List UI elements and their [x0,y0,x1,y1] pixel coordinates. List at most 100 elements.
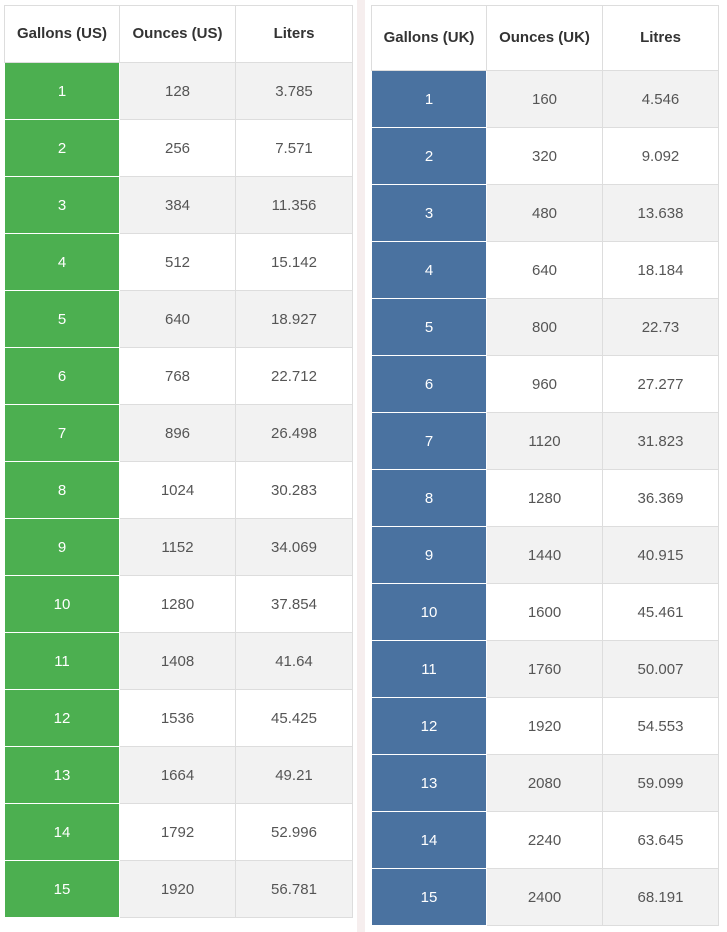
uk-gallons-cell: 8 [371,469,487,527]
table-row: 6 960 27.277 [371,355,719,413]
uk-liters-cell: 54.553 [602,697,719,755]
uk-table-body: 1 160 4.546 2 320 9.092 3 480 13.638 4 640 18.184 5 8… [371,70,719,926]
us-liters-cell: 22.712 [235,347,353,405]
uk-liters-cell: 45.461 [602,583,719,641]
us-gallons-cell: 13 [4,746,120,804]
uk-liters-cell: 59.099 [602,754,719,812]
us-gallons-cell: 11 [4,632,120,690]
table-row: 8 1024 30.283 [4,461,353,519]
uk-ounces-cell: 320 [486,127,603,185]
table-row: 3 480 13.638 [371,184,719,242]
uk-gallons-cell: 5 [371,298,487,356]
us-gallons-cell: 9 [4,518,120,576]
uk-ounces-cell: 2240 [486,811,603,869]
uk-gallons-cell: 7 [371,412,487,470]
table-row: 5 640 18.927 [4,290,353,348]
uk-gallons-cell: 3 [371,184,487,242]
us-gallons-cell: 15 [4,860,120,918]
us-gallons-cell: 5 [4,290,120,348]
table-row: 15 2400 68.191 [371,868,719,926]
uk-gallons-cell: 12 [371,697,487,755]
us-ounces-cell: 256 [119,119,236,177]
us-gallons-cell: 3 [4,176,120,234]
uk-liters-cell: 31.823 [602,412,719,470]
us-gallons-cell: 8 [4,461,120,519]
us-gallons-cell: 1 [4,62,120,120]
us-liters-cell: 34.069 [235,518,353,576]
uk-gallons-cell: 6 [371,355,487,413]
uk-ounces-cell: 640 [486,241,603,299]
table-row: 4 512 15.142 [4,233,353,291]
table-row: 1 128 3.785 [4,62,353,120]
us-liters-cell: 56.781 [235,860,353,918]
uk-header-ounces: Ounces (UK) [486,5,603,71]
us-ounces-cell: 1664 [119,746,236,804]
us-liters-cell: 52.996 [235,803,353,861]
table-row: 7 896 26.498 [4,404,353,462]
uk-liters-cell: 40.915 [602,526,719,584]
us-liters-cell: 3.785 [235,62,353,120]
table-row: 3 384 11.356 [4,176,353,234]
us-ounces-cell: 768 [119,347,236,405]
table-row: 6 768 22.712 [4,347,353,405]
uk-header-gallons: Gallons (UK) [371,5,487,71]
uk-gallons-cell: 1 [371,70,487,128]
uk-ounces-cell: 1920 [486,697,603,755]
uk-liters-cell: 18.184 [602,241,719,299]
us-gallons-cell: 10 [4,575,120,633]
us-ounces-cell: 384 [119,176,236,234]
uk-ounces-cell: 960 [486,355,603,413]
us-ounces-cell: 1280 [119,575,236,633]
table-row: 2 320 9.092 [371,127,719,185]
table-row: 9 1152 34.069 [4,518,353,576]
uk-ounces-cell: 480 [486,184,603,242]
us-ounces-cell: 1792 [119,803,236,861]
column-divider [357,0,365,932]
uk-ounces-cell: 2080 [486,754,603,812]
table-row: 14 2240 63.645 [371,811,719,869]
uk-gallons-cell: 10 [371,583,487,641]
uk-liters-cell: 36.369 [602,469,719,527]
uk-liters-cell: 50.007 [602,640,719,698]
us-gallons-cell: 2 [4,119,120,177]
uk-ounces-cell: 1120 [486,412,603,470]
us-header-row: Gallons (US) Ounces (US) Liters [4,5,353,63]
uk-gallons-table: Gallons (UK) Ounces (UK) Litres 1 160 4.54… [371,5,719,926]
us-liters-cell: 7.571 [235,119,353,177]
us-header-ounces: Ounces (US) [119,5,236,63]
table-row: 12 1536 45.425 [4,689,353,747]
us-gallons-cell: 14 [4,803,120,861]
uk-ounces-cell: 1600 [486,583,603,641]
uk-header-row: Gallons (UK) Ounces (UK) Litres [371,5,719,71]
uk-gallons-cell: 15 [371,868,487,926]
us-ounces-cell: 896 [119,404,236,462]
uk-gallons-cell: 11 [371,640,487,698]
us-gallons-table: Gallons (US) Ounces (US) Liters 1 128 3.78… [4,5,353,918]
us-gallons-cell: 12 [4,689,120,747]
us-liters-cell: 18.927 [235,290,353,348]
table-row: 10 1600 45.461 [371,583,719,641]
us-ounces-cell: 1536 [119,689,236,747]
us-liters-cell: 41.64 [235,632,353,690]
table-row: 7 1120 31.823 [371,412,719,470]
uk-ounces-cell: 800 [486,298,603,356]
us-ounces-cell: 512 [119,233,236,291]
uk-liters-cell: 13.638 [602,184,719,242]
uk-header-litres: Litres [602,5,719,71]
table-row: 11 1408 41.64 [4,632,353,690]
us-liters-cell: 11.356 [235,176,353,234]
table-row: 1 160 4.546 [371,70,719,128]
uk-liters-cell: 9.092 [602,127,719,185]
us-gallons-cell: 7 [4,404,120,462]
uk-liters-cell: 27.277 [602,355,719,413]
us-ounces-cell: 1024 [119,461,236,519]
uk-ounces-cell: 1760 [486,640,603,698]
us-liters-cell: 26.498 [235,404,353,462]
us-liters-cell: 15.142 [235,233,353,291]
table-row: 10 1280 37.854 [4,575,353,633]
table-row: 8 1280 36.369 [371,469,719,527]
table-row: 9 1440 40.915 [371,526,719,584]
us-ounces-cell: 1152 [119,518,236,576]
us-gallons-cell: 6 [4,347,120,405]
